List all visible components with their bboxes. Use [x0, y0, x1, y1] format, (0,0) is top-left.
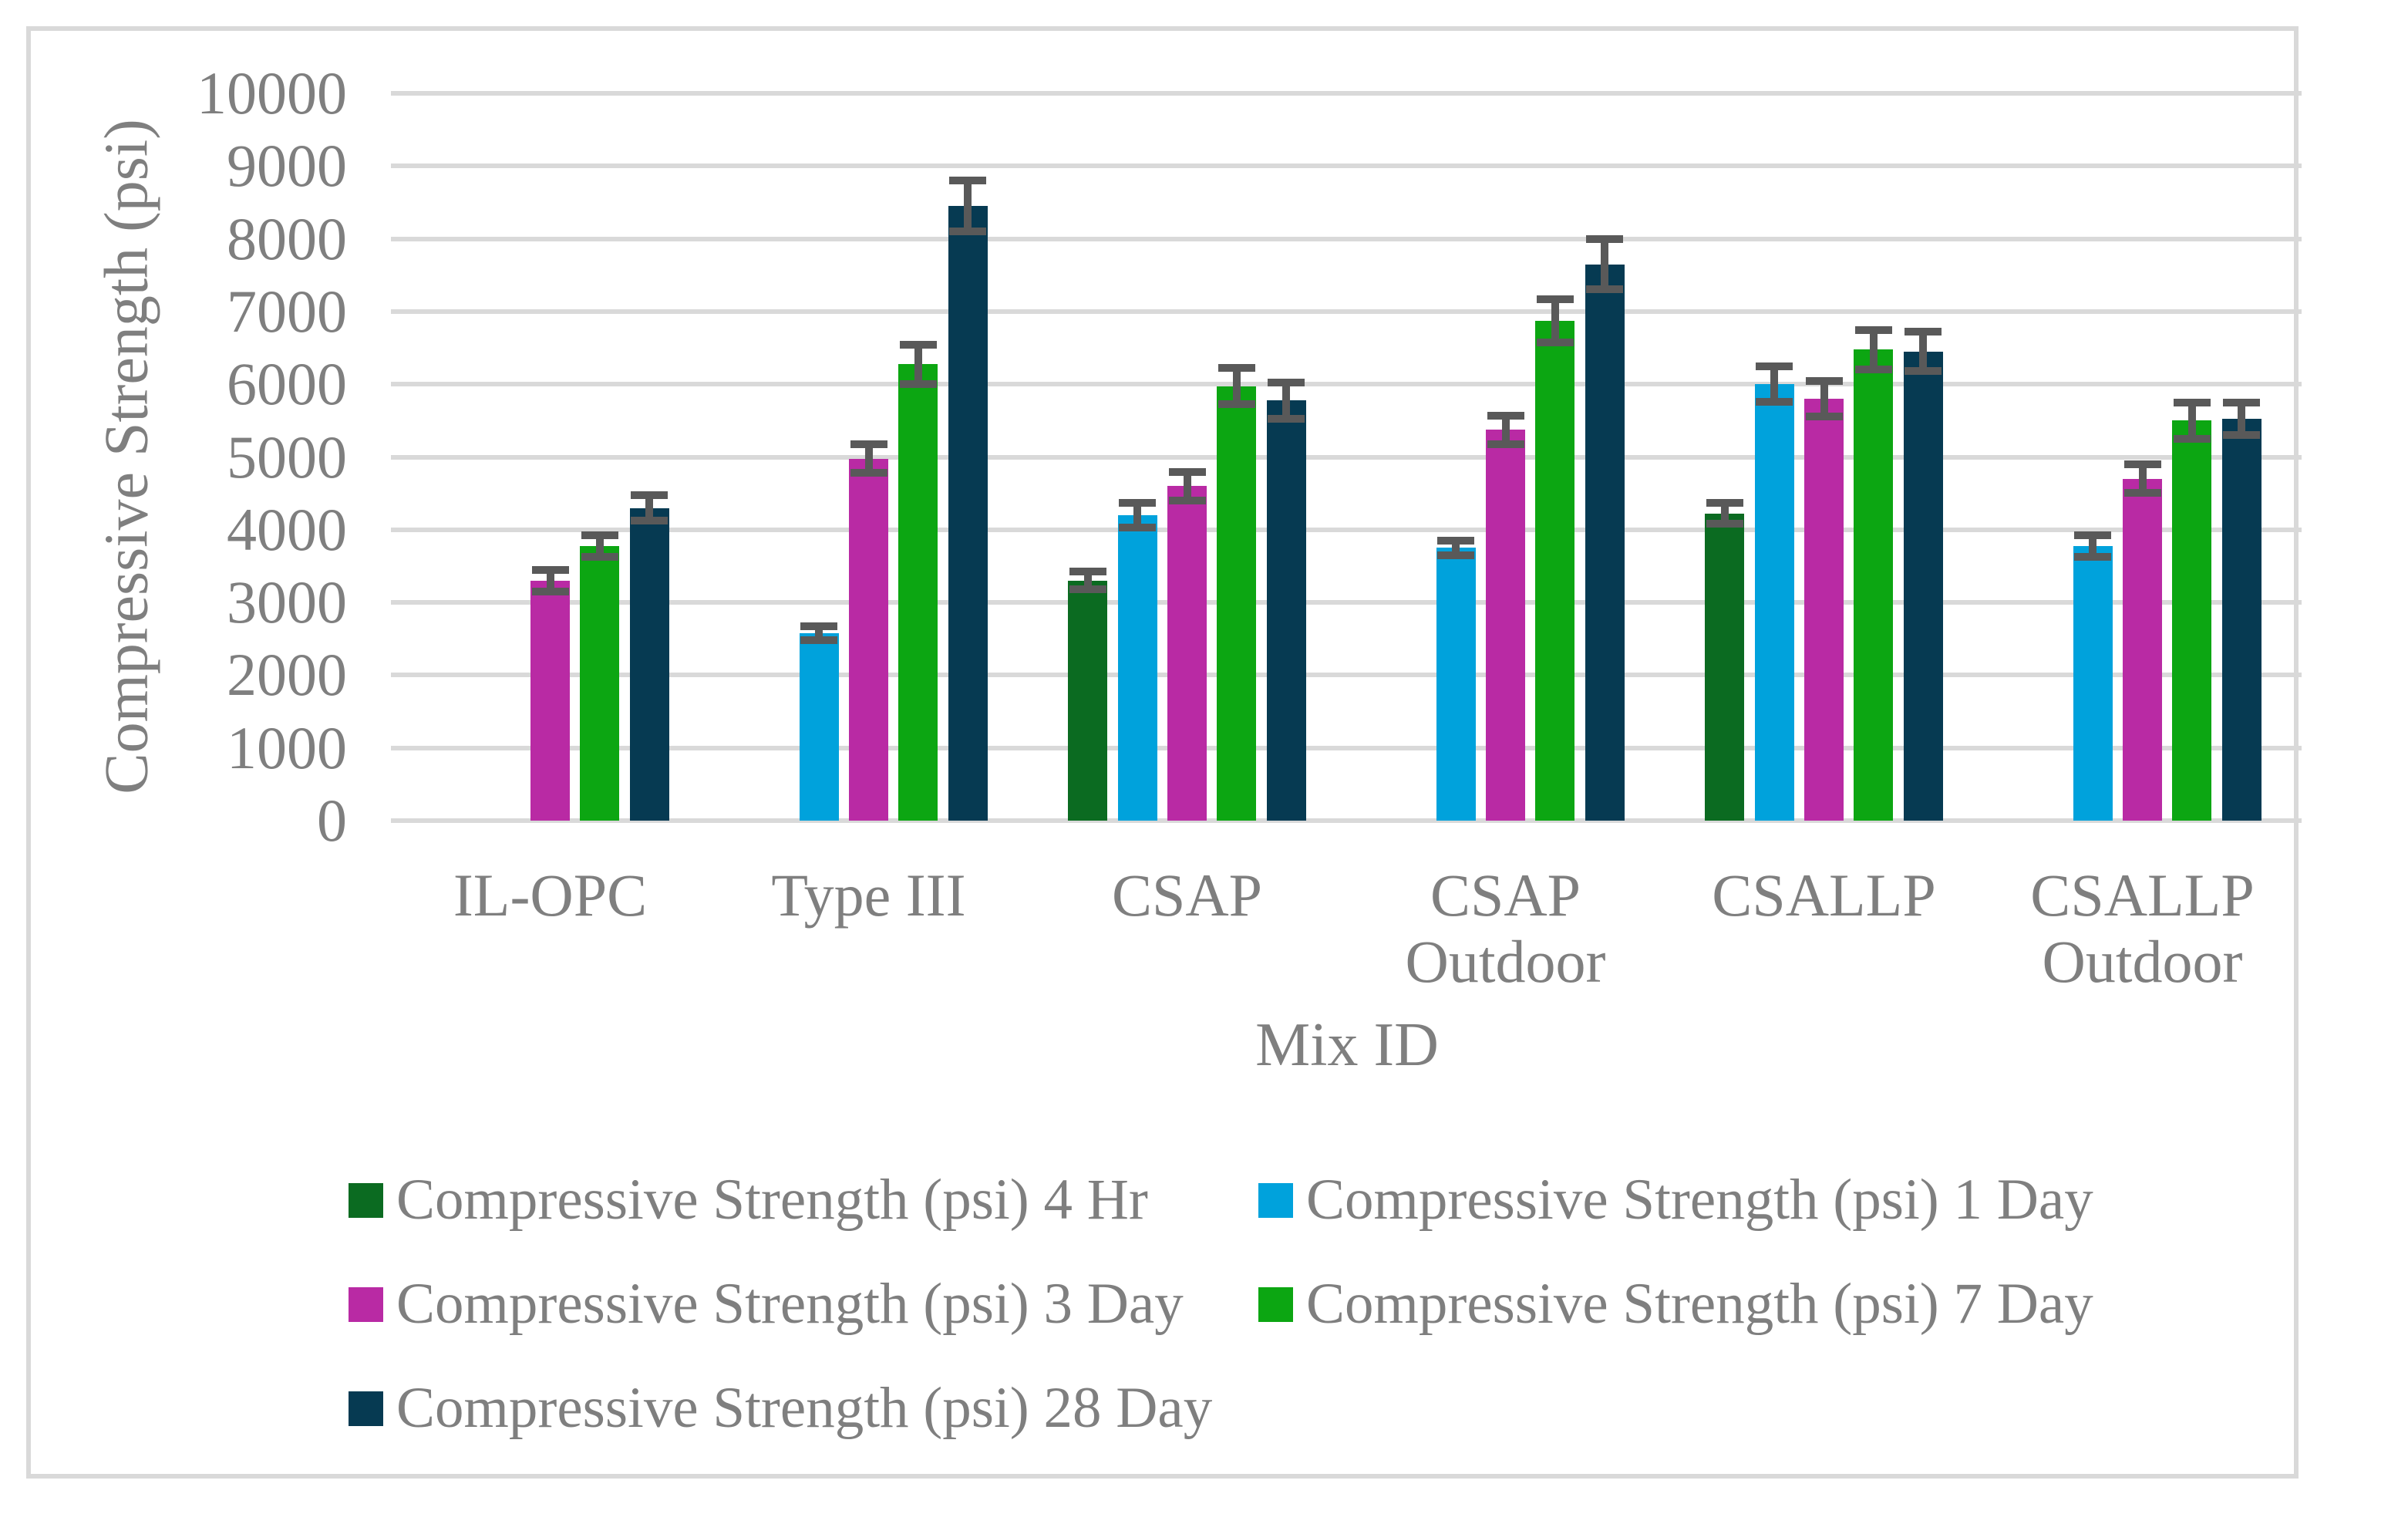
error-bar [899, 340, 937, 388]
error-bar [850, 440, 887, 477]
legend-swatch [349, 1286, 383, 1322]
gridline [391, 527, 2302, 532]
error-bar [1168, 467, 1206, 504]
error-bar [1487, 411, 1524, 448]
legend-entry: Compressive Strength (psi) 7 Day [1258, 1269, 2093, 1340]
error-bar [1069, 568, 1106, 594]
y-axis-tick-label: 9000 [227, 132, 347, 200]
error-bar [1437, 537, 1475, 559]
bar [1754, 384, 1794, 821]
y-axis-tick-label: 2000 [227, 641, 347, 709]
legend-swatch [1258, 1182, 1293, 1218]
chart-frame [26, 26, 2299, 1479]
bar [580, 546, 620, 821]
y-axis-tick-label: 6000 [227, 350, 347, 418]
gridline [391, 454, 2302, 460]
error-bar [1756, 362, 1793, 406]
gridline [391, 236, 2302, 241]
legend-swatch [1258, 1286, 1293, 1322]
bar [1167, 486, 1207, 821]
y-axis-tick-label: 4000 [227, 495, 347, 563]
legend-label: Compressive Strength (psi) 7 Day [1306, 1272, 2093, 1336]
legend-entry: Compressive Strength (psi) 1 Day [1258, 1165, 2093, 1236]
y-axis-tick-label: 8000 [227, 204, 347, 272]
bar [530, 580, 570, 821]
bar [1705, 513, 1745, 821]
x-axis-category-label: CSALLP [1712, 862, 1936, 929]
bar [799, 633, 839, 821]
y-axis-tick-label: 1000 [227, 713, 347, 781]
gridline [391, 818, 2302, 823]
x-axis-title: Mix ID [1255, 1011, 1439, 1079]
error-bar [2223, 399, 2261, 439]
error-bar [1805, 376, 1843, 421]
error-bar [1854, 325, 1892, 374]
bar [2172, 420, 2212, 821]
bar [629, 507, 669, 821]
error-bar [1119, 498, 1157, 532]
y-axis-tick-label: 7000 [227, 277, 347, 345]
y-axis-tick-label: 5000 [227, 423, 347, 491]
x-axis-category-label: Type III [771, 862, 966, 929]
bar [1804, 399, 1844, 821]
bar [948, 206, 988, 821]
bar [2221, 418, 2261, 821]
legend-swatch [349, 1391, 383, 1426]
bar [2123, 478, 2162, 821]
bar [1117, 514, 1157, 821]
x-axis-category-label: CSALLP Outdoor [2030, 862, 2255, 995]
error-bar [1586, 234, 1624, 294]
gridline [391, 673, 2302, 678]
legend-entry: Compressive Strength (psi) 4 Hr [349, 1165, 1148, 1236]
bar [849, 458, 888, 821]
error-bar [1268, 379, 1305, 423]
error-bar [1536, 295, 1574, 346]
error-bar [531, 565, 569, 595]
gridline [391, 745, 2302, 750]
y-axis-tick-label: 3000 [227, 568, 347, 636]
gridline [391, 382, 2302, 387]
y-axis-title: Compressive Strength (psi) [93, 119, 161, 794]
gridline [391, 600, 2302, 605]
gridline [391, 164, 2302, 169]
bar [1903, 351, 1943, 821]
error-bar [2123, 460, 2161, 497]
x-axis-category-label: CSAP Outdoor [1405, 862, 1606, 995]
bar [1217, 386, 1257, 821]
bar [2073, 546, 2113, 821]
bar [1854, 349, 1894, 821]
legend-label: Compressive Strength (psi) 1 Day [1306, 1168, 2093, 1232]
legend-label: Compressive Strength (psi) 4 Hr [396, 1168, 1148, 1232]
legend-label: Compressive Strength (psi) 28 Day [396, 1376, 1213, 1440]
error-bar [2074, 531, 2112, 561]
bar [1585, 264, 1625, 821]
bar [1266, 400, 1306, 821]
error-bar [1706, 498, 1743, 528]
gridline [391, 309, 2302, 314]
error-bar [1905, 328, 1942, 376]
error-bar [800, 622, 838, 645]
error-bar [2173, 399, 2211, 443]
x-axis-category-label: CSAP [1111, 862, 1263, 929]
error-bar [581, 531, 618, 561]
legend-label: Compressive Strength (psi) 3 Day [396, 1272, 1184, 1336]
x-axis-category-label: IL-OPC [453, 862, 648, 929]
legend-entry: Compressive Strength (psi) 28 Day [349, 1373, 1212, 1444]
y-axis-tick-label: 0 [317, 787, 347, 854]
error-bar [631, 491, 669, 524]
bar [1436, 548, 1476, 821]
legend-entry: Compressive Strength (psi) 3 Day [349, 1269, 1184, 1340]
y-axis-tick-label: 10000 [197, 59, 347, 126]
bar [1535, 320, 1575, 821]
gridline [391, 91, 2302, 96]
bar [1068, 580, 1108, 821]
legend-swatch [349, 1182, 383, 1218]
bar [898, 364, 938, 821]
error-bar [949, 177, 987, 235]
bar [1486, 430, 1525, 821]
error-bar [1217, 364, 1255, 408]
